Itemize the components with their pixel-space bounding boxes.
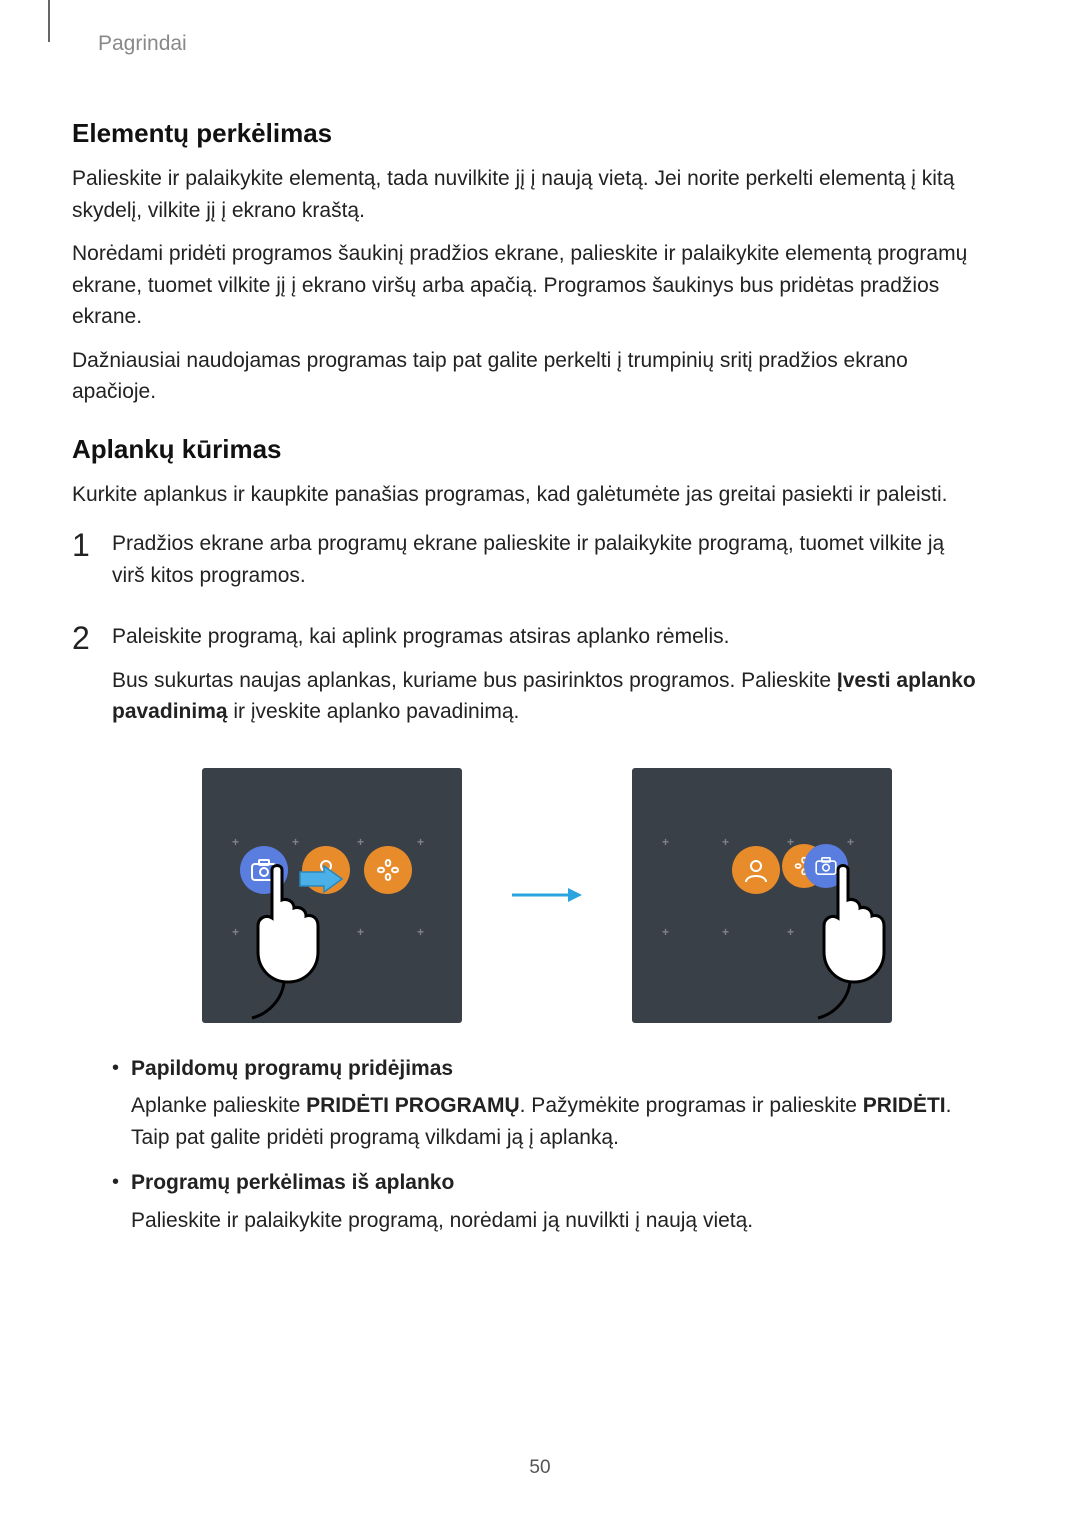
app-icon-camera: [804, 844, 848, 888]
bullet-text-2: Palieskite ir palaikykite programą, norė…: [131, 1205, 982, 1237]
grid-plus-icon: +: [292, 923, 299, 941]
grid-plus-icon: +: [232, 833, 239, 851]
bullet-1-pre: Aplanke palieskite: [131, 1094, 306, 1117]
flower-icon: [375, 857, 401, 883]
para-1: Palieskite ir palaikykite elementą, tada…: [72, 163, 982, 226]
app-icon-camera: [240, 846, 288, 894]
grid-plus-icon: +: [357, 833, 364, 851]
bullet-item: • Papildomų programų pridėjimas Aplanke …: [112, 1053, 982, 1154]
grid-plus-icon: +: [232, 923, 239, 941]
section-header: Pagrindai: [98, 32, 187, 56]
grid-plus-icon: +: [357, 923, 364, 941]
heading-creating-folders: Aplankų kūrimas: [72, 434, 982, 465]
para-3: Dažniausiai naudojamas programas taip pa…: [72, 345, 982, 408]
bullet-1-b1: PRIDĖTI PROGRAMŲ: [306, 1094, 520, 1117]
bullet-title-1: Papildomų programų pridėjimas: [131, 1053, 982, 1085]
illustration-panel-right: + + + + + + + +: [632, 768, 892, 1023]
grid-plus-icon: +: [847, 833, 854, 851]
grid-plus-icon: +: [722, 923, 729, 941]
grid-plus-icon: +: [417, 833, 424, 851]
step-1: 1 Pradžios ekrane arba programų ekrane p…: [72, 528, 982, 603]
step-number-2: 2: [72, 621, 98, 1250]
page-content: Elementų perkėlimas Palieskite ir palaik…: [72, 100, 982, 1250]
bullet-dot-icon: •: [112, 1053, 119, 1154]
bullet-dot-icon: •: [112, 1167, 119, 1236]
contact-icon: [743, 857, 769, 883]
step-2b-pre: Bus sukurtas naujas aplankas, kuriame bu…: [112, 669, 837, 692]
step-2b-text: Bus sukurtas naujas aplankas, kuriame bu…: [112, 665, 982, 728]
camera-icon: [251, 859, 277, 881]
bullet-1-b2: PRIDĖTI: [863, 1094, 946, 1117]
step-number-1: 1: [72, 528, 98, 603]
bullet-text-1: Aplanke palieskite PRIDĖTI PROGRAMŲ. Paž…: [131, 1090, 982, 1153]
page-number: 50: [529, 1457, 550, 1479]
center-arrow-icon: [512, 885, 582, 905]
page-margin-mark: [48, 0, 50, 42]
heading-moving-items: Elementų perkėlimas: [72, 118, 982, 149]
bullet-list: • Papildomų programų pridėjimas Aplanke …: [112, 1053, 982, 1237]
para-2: Norėdami pridėti programos šaukinį pradž…: [72, 238, 982, 333]
grid-plus-icon: +: [417, 923, 424, 941]
grid-plus-icon: +: [722, 833, 729, 851]
bullet-title-2: Programų perkėlimas iš aplanko: [131, 1167, 982, 1199]
app-icon-contact: [732, 846, 780, 894]
grid-plus-icon: +: [662, 923, 669, 941]
step-2a-text: Paleiskite programą, kai aplink programa…: [112, 621, 982, 653]
bullet-item: • Programų perkėlimas iš aplanko Paliesk…: [112, 1167, 982, 1236]
drag-arrow-icon: [298, 864, 344, 894]
step-1-text: Pradžios ekrane arba programų ekrane pal…: [112, 528, 982, 591]
grid-plus-icon: +: [292, 833, 299, 851]
grid-plus-icon: +: [847, 923, 854, 941]
grid-plus-icon: +: [662, 833, 669, 851]
bullet-1-mid: . Pažymėkite programas ir palieskite: [520, 1094, 863, 1117]
step-2b-post: ir įveskite aplanko pavadinimą.: [228, 700, 520, 723]
para-4: Kurkite aplankus ir kaupkite panašias pr…: [72, 479, 982, 511]
folder-illustration: + + + + + + + +: [112, 768, 982, 1023]
step-2: 2 Paleiskite programą, kai aplink progra…: [72, 621, 982, 1250]
folder-cluster: [782, 838, 848, 898]
camera-icon: [815, 857, 837, 875]
grid-plus-icon: +: [787, 923, 794, 941]
app-icon-gallery: [364, 846, 412, 894]
illustration-panel-left: + + + + + + + +: [202, 768, 462, 1023]
